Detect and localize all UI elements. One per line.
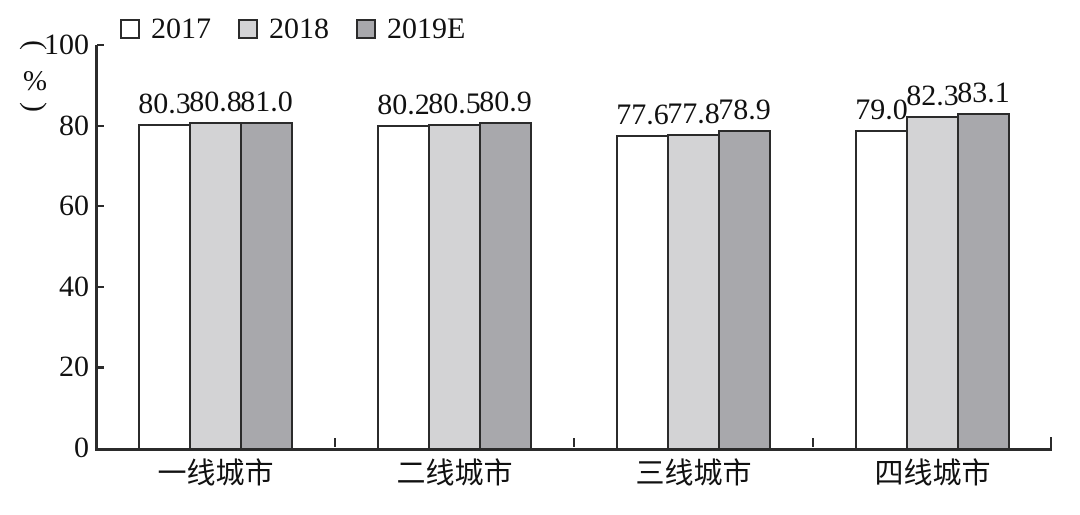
bar xyxy=(718,130,771,451)
y-tick xyxy=(97,205,104,208)
bar xyxy=(240,121,293,451)
legend-item: 2019E xyxy=(356,14,465,44)
bar xyxy=(138,124,191,451)
bar-value-label: 82.3 xyxy=(906,79,959,113)
bar-value-label: 77.6 xyxy=(616,98,669,132)
legend-label: 2017 xyxy=(151,12,211,45)
category-label: 二线城市 xyxy=(396,458,513,490)
x-axis-end-tick xyxy=(1049,437,1052,449)
y-tick-label: 0 xyxy=(74,431,89,464)
y-tick xyxy=(97,285,104,289)
category-label: 一线城市 xyxy=(157,458,274,490)
legend-label: 2018 xyxy=(269,12,329,45)
legend-swatch xyxy=(120,19,140,39)
bar xyxy=(377,124,430,451)
y-tick-label: 40 xyxy=(59,269,89,303)
legend-swatch xyxy=(356,19,376,39)
legend-item: 2018 xyxy=(238,14,329,44)
y-tick-label: 20 xyxy=(59,350,89,384)
x-axis-line xyxy=(95,448,1052,451)
bar-value-label: 80.3 xyxy=(138,87,191,121)
bar-value-label: 80.9 xyxy=(479,84,532,118)
legend-label: 2019E xyxy=(387,12,466,45)
y-axis-unit-label: ( % ) xyxy=(17,38,53,114)
bar xyxy=(906,116,959,451)
y-tick xyxy=(97,124,104,127)
bar-value-label: 80.8 xyxy=(189,85,242,119)
legend: 2017 2018 2019E xyxy=(120,14,465,44)
y-tick-label: 80 xyxy=(59,108,89,142)
bar-value-label: 83.1 xyxy=(957,76,1010,110)
bar xyxy=(189,122,242,451)
bar xyxy=(428,123,481,451)
bar-value-label: 78.9 xyxy=(718,93,771,127)
bar-value-label: 79.0 xyxy=(855,92,908,126)
legend-item: 2017 xyxy=(120,14,211,44)
bar xyxy=(667,134,720,451)
bar xyxy=(479,121,532,451)
x-tick xyxy=(811,438,815,447)
bar xyxy=(616,135,669,451)
bar-value-label: 80.5 xyxy=(428,86,481,120)
category-label: 四线城市 xyxy=(874,458,991,490)
legend-swatch xyxy=(238,19,258,39)
category-label: 三线城市 xyxy=(635,458,752,490)
y-tick xyxy=(97,44,104,47)
x-tick xyxy=(572,438,576,447)
x-tick xyxy=(333,438,337,447)
y-axis-line xyxy=(95,45,98,451)
y-axis-unit-percent: % xyxy=(22,65,48,97)
bar-value-label: 80.2 xyxy=(377,87,430,121)
bar-value-label: 77.8 xyxy=(667,97,720,131)
bar xyxy=(957,113,1010,451)
bar-value-label: 81.0 xyxy=(240,84,293,118)
y-tick-label: 60 xyxy=(59,189,89,223)
y-tick-label: 100 xyxy=(44,28,89,61)
y-tick xyxy=(97,366,104,369)
bar xyxy=(855,129,908,451)
